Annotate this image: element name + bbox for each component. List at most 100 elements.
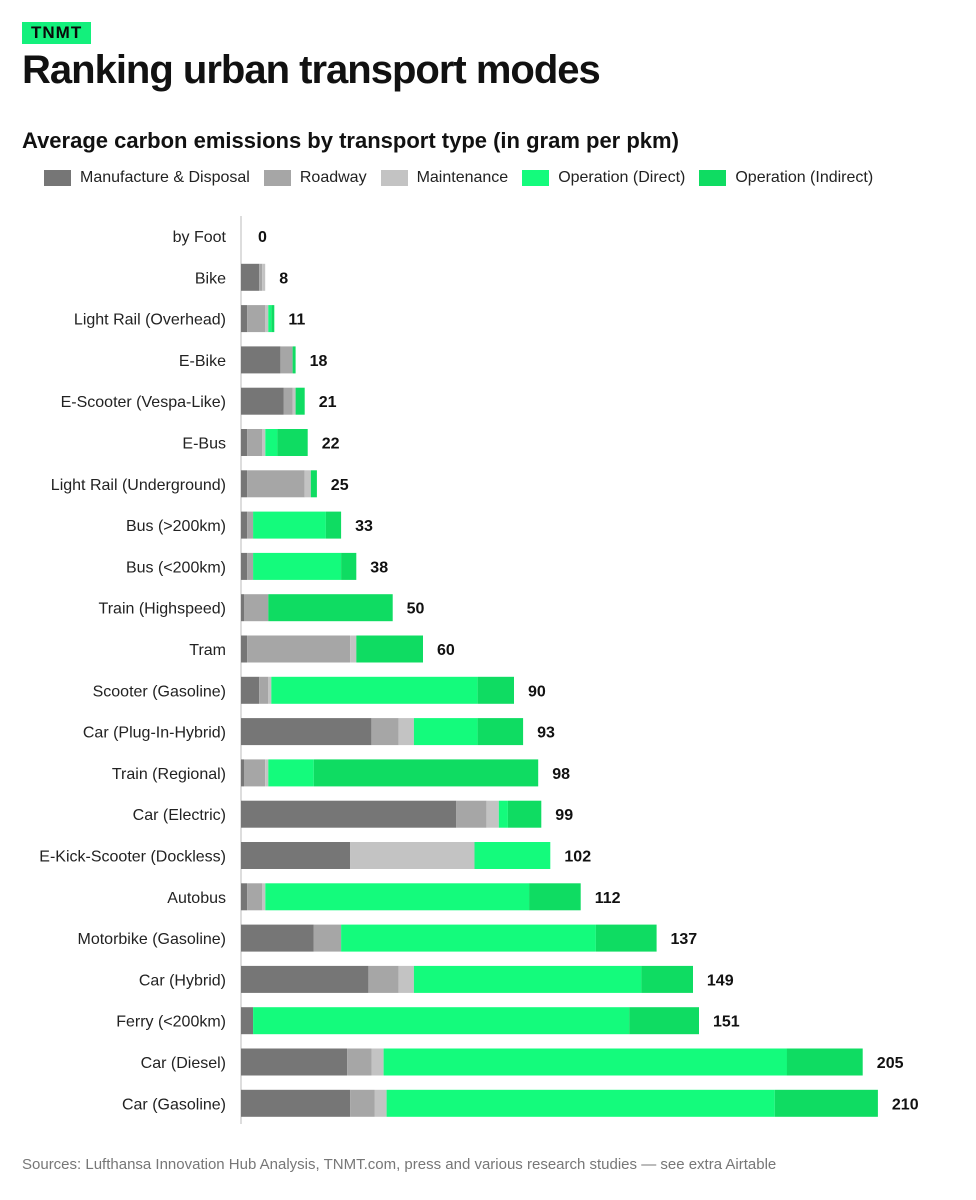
total-value-label: 102 [564,849,591,866]
total-value-label: 99 [555,807,573,824]
bar-segment [350,635,357,663]
bar-segment [313,924,342,952]
bar-segment [371,718,399,746]
legend-label: Manufacture & Disposal [80,169,250,186]
bar-segment [253,552,342,580]
bar-segment [474,842,551,869]
bar-segment [241,552,248,580]
legend-item: Operation (Indirect) [699,169,873,187]
chart-legend: Manufacture & Disposal Roadway Maintenance… [44,169,887,187]
category-label: E-Bus [182,436,226,453]
total-value-label: 8 [279,270,288,287]
bar-segment [371,1048,384,1076]
bar-segment [283,387,293,415]
bar-segment [265,883,530,911]
bar-segment [386,1089,775,1117]
category-label: Car (Hybrid) [139,972,226,989]
category-label: Car (Gasoline) [122,1096,226,1113]
category-label: Bus (<200km) [126,559,226,576]
bar-segment [774,1089,878,1117]
bar-segment [350,842,475,869]
bar-segment [341,924,596,952]
bar-segment [259,263,263,291]
bar-segment [477,676,514,704]
category-label: E-Kick-Scooter (Dockless) [39,849,226,866]
legend-swatch [522,170,550,186]
bar-segment [241,263,260,291]
legend-item: Operation (Direct) [522,169,685,187]
bar-segment [325,511,342,539]
category-label: Train (Highspeed) [99,601,226,618]
bar-segment [398,718,414,746]
legend-label: Operation (Direct) [558,169,686,186]
total-value-label: 151 [713,1014,740,1031]
total-value-label: 38 [370,559,388,576]
bar-segment [241,387,284,415]
category-label: by Foot [173,229,227,246]
bar-segment [310,470,317,498]
bar-segment [277,429,308,456]
bar-segment [244,594,269,622]
total-value-label: 11 [288,312,305,329]
bar-segment [786,1048,863,1076]
bar-segment [456,800,487,828]
bar-segment [247,470,305,498]
bar-segment [253,511,326,539]
category-label: Bus (>200km) [126,518,226,535]
source-note: Sources: Lufthansa Innovation Hub Analys… [22,1156,777,1173]
bar-segment [304,470,311,498]
category-label: Motorbike (Gasoline) [78,931,227,948]
category-label: Bike [195,270,226,287]
category-label: Train (Regional) [112,766,226,783]
total-value-label: 90 [528,683,546,700]
bar-segment [356,635,423,663]
bar-segment [268,676,272,704]
bar-segment [241,429,248,456]
category-label: E-Scooter (Vespa-Like) [61,394,226,411]
bar-segment [350,1089,375,1117]
bar-segment [262,883,266,911]
category-label: Light Rail (Overhead) [74,312,226,329]
total-value-label: 60 [437,642,455,659]
bar-segment [507,800,542,828]
bar-segment [413,718,478,746]
total-value-label: 210 [892,1096,919,1113]
bar-segment [498,800,508,828]
bar-segment [341,552,357,580]
bar-segment [268,759,314,787]
category-label: Car (Diesel) [141,1055,226,1072]
bar-segment [241,1048,348,1076]
bar-segment [374,1089,387,1117]
legend-swatch [699,170,727,186]
legend-swatch [380,170,408,186]
bar-segment [241,635,248,663]
total-value-label: 137 [671,931,698,948]
bar-segment [241,676,260,704]
bar-segment [641,965,693,993]
bar-segment [247,429,263,456]
total-value-label: 93 [537,725,555,742]
bar-segment [413,965,642,993]
bar-segment [595,924,657,952]
category-label: Car (Electric) [133,807,226,824]
bar-segment [265,759,269,787]
bar-segment [368,965,399,993]
bar-segment [241,1007,254,1035]
category-label: E-Bike [179,353,226,370]
category-label: Light Rail (Underground) [51,477,226,494]
page-title: Ranking urban transport modes [22,48,601,92]
bar-segment [241,883,248,911]
bar-segment [259,676,269,704]
category-label: Tram [189,642,226,659]
bar-segment [253,1007,630,1035]
bar-segment [486,800,499,828]
brand-logo: TNMT [22,22,92,44]
bar-segment [347,1048,372,1076]
bar-segment [629,1007,699,1035]
bar-segment [241,1089,351,1117]
legend-label: Roadway [299,169,367,186]
bar-segment [271,305,275,333]
bar-segment [280,346,293,374]
total-value-label: 112 [595,890,621,907]
